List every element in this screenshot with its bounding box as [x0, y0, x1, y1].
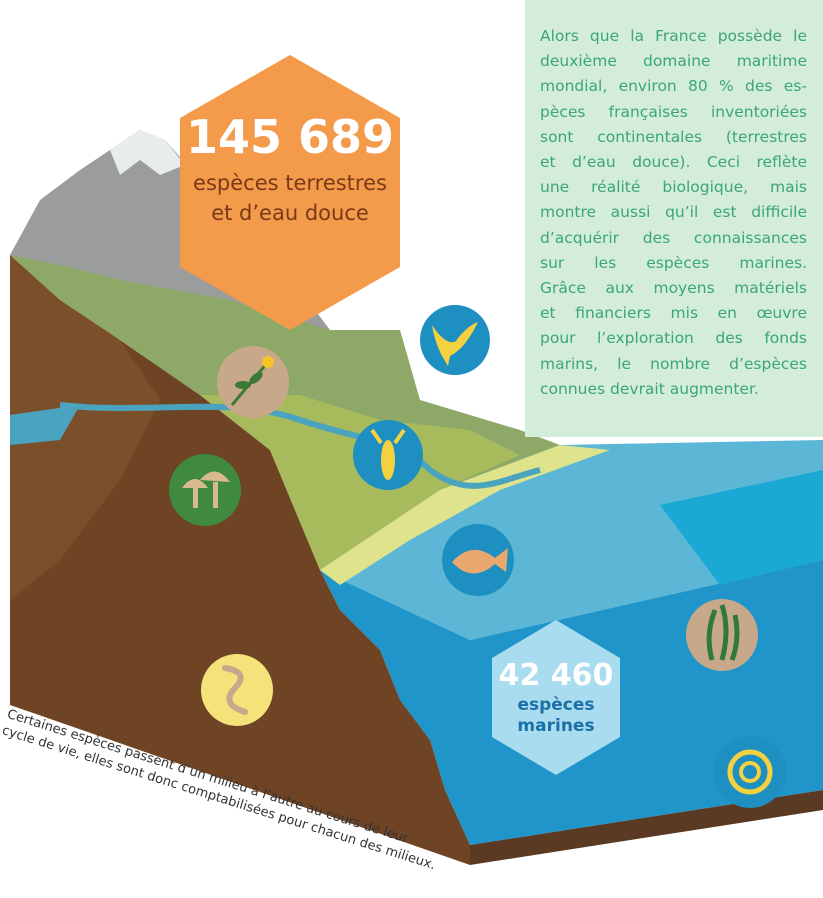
- info-line: connues devrait augmenter.: [540, 379, 759, 398]
- sea-count: 42 460: [499, 658, 614, 693]
- land-shade: [10, 255, 160, 600]
- info-line: sur les espèces marines.: [540, 253, 807, 272]
- mushroom-icon: [169, 454, 241, 526]
- sea-badge: [492, 620, 620, 775]
- info-line: Alors que la France possède le: [540, 27, 807, 45]
- land-label: espèces terrestres: [193, 171, 387, 195]
- sea-label: marines: [517, 716, 594, 736]
- seabed: [470, 790, 823, 865]
- land-badge: [180, 55, 400, 330]
- info-line: d’acquérir des connaissances: [540, 228, 807, 247]
- land-label: et d’eau douce: [211, 201, 369, 225]
- seaweed-icon: [686, 599, 758, 671]
- info-line: mondial, environ 80 % des es-: [540, 77, 807, 96]
- info-line: sont continentales (terrestres: [540, 127, 807, 146]
- meadow: [200, 395, 520, 570]
- ammonite-icon: [714, 736, 786, 808]
- info-line: Grâce aux moyens matériels: [540, 279, 807, 298]
- land-count: 145 689: [186, 110, 394, 164]
- crayfish-icon: [353, 420, 423, 490]
- info-line: marins, le nombre d’espèces: [540, 354, 807, 373]
- info-line: deuxième domaine maritime: [540, 52, 807, 71]
- sea-side: [660, 470, 823, 585]
- bird-icon: [420, 305, 490, 375]
- worm-icon: [201, 654, 273, 726]
- beach: [320, 445, 610, 585]
- info-line: et d’eau douce). Ceci reflète: [540, 153, 807, 172]
- fish-icon: [442, 524, 514, 596]
- river: [59, 402, 541, 489]
- lake: [10, 405, 80, 445]
- info-line: et financiers mis en œuvre: [540, 304, 807, 323]
- plant-icon: [217, 346, 289, 418]
- info-line: pour l’exploration des fonds: [540, 329, 807, 348]
- sea-label: espèces: [517, 695, 594, 715]
- info-line: pèces françaises inventoriées: [540, 102, 807, 121]
- info-box: Alors que la France possède le deuxième d…: [525, 0, 823, 437]
- info-line: une réalité biologique, mais: [540, 178, 807, 197]
- info-line: montre aussi qu’il est difficile: [540, 203, 807, 222]
- snow: [110, 130, 185, 175]
